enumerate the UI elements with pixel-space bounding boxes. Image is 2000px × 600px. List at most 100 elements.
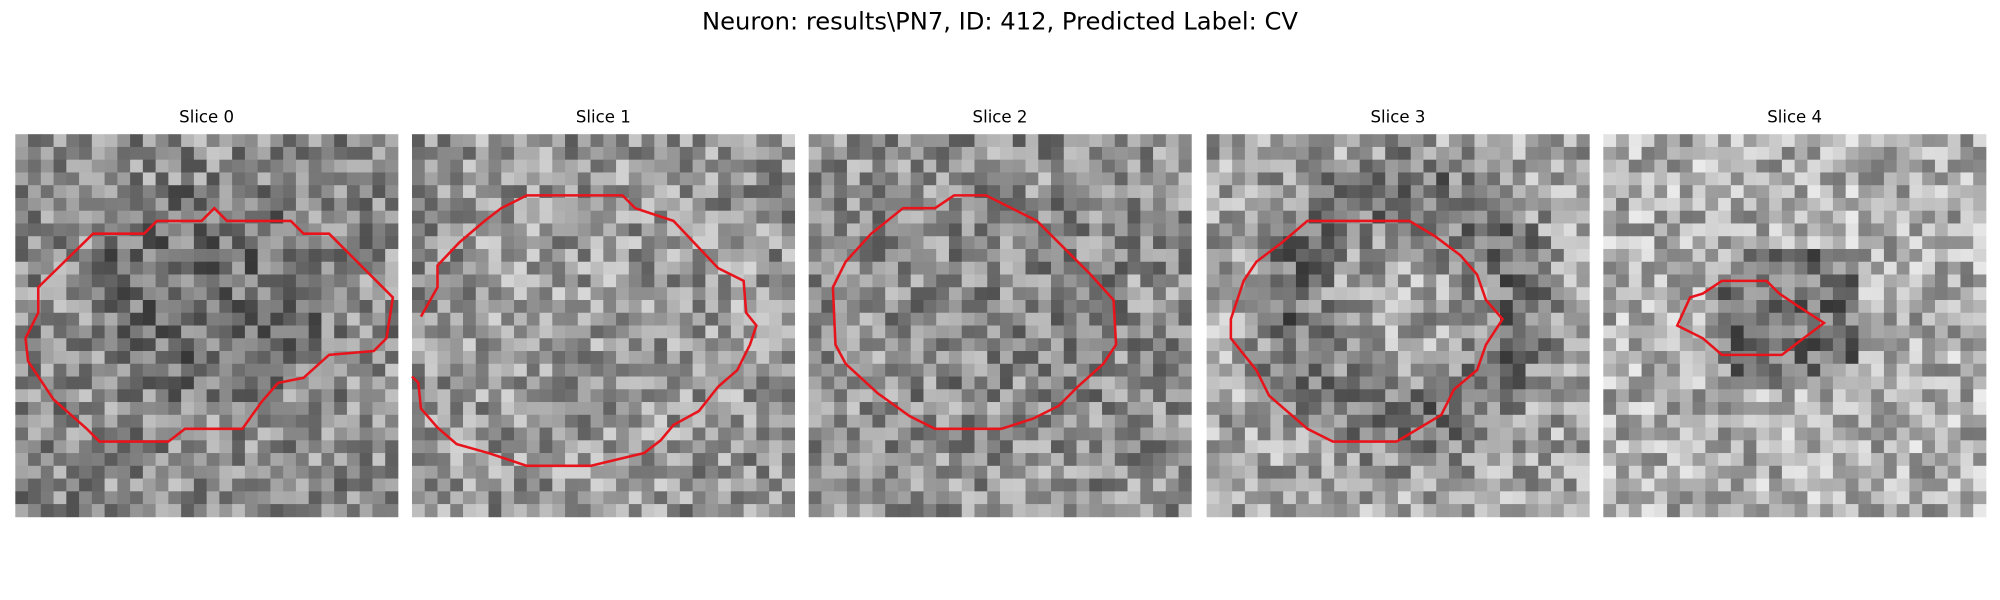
pixel: [730, 440, 745, 454]
pixel: [1308, 376, 1322, 390]
pixel: [411, 172, 426, 186]
pixel: [821, 440, 835, 454]
pixel: [1538, 504, 1552, 518]
pixel: [1871, 274, 1885, 288]
pixel: [1089, 223, 1103, 237]
pixel: [1756, 478, 1770, 492]
pixel: [1025, 338, 1039, 352]
pixel: [385, 453, 399, 467]
pixel: [168, 389, 182, 403]
pixel: [437, 478, 451, 492]
pixel: [1165, 363, 1179, 377]
pixel: [692, 197, 706, 212]
pixel: [1283, 478, 1297, 492]
pixel: [1283, 134, 1297, 148]
pixel: [501, 261, 515, 275]
pixel: [1051, 134, 1065, 148]
pixel: [91, 504, 105, 518]
pixel: [1038, 453, 1052, 467]
pixel: [1794, 159, 1808, 173]
pixel: [53, 197, 67, 212]
pixel: [526, 453, 540, 467]
pixel: [308, 248, 322, 263]
pixel: [1219, 223, 1233, 237]
pixel: [1038, 504, 1052, 518]
pixel: [117, 351, 131, 365]
pixel: [1089, 172, 1103, 186]
pixel: [1934, 172, 1949, 186]
pixel: [1448, 338, 1463, 352]
pixel: [846, 338, 861, 352]
pixel: [424, 453, 438, 467]
pixel: [40, 465, 54, 479]
pixel: [1947, 338, 1961, 352]
pixel: [1934, 134, 1949, 148]
pixel: [616, 402, 630, 416]
pixel: [28, 440, 42, 454]
pixel: [1576, 134, 1590, 148]
pixel: [821, 312, 835, 326]
pixel: [244, 223, 259, 237]
pixel: [1769, 159, 1783, 173]
pixel: [1385, 134, 1399, 148]
pixel: [769, 453, 783, 467]
pixel: [283, 325, 297, 339]
pixel: [463, 491, 477, 505]
pixel: [1448, 261, 1463, 275]
pixel: [1140, 402, 1154, 416]
pixel: [1794, 376, 1808, 390]
pixel: [1219, 325, 1233, 339]
pixel: [283, 261, 297, 275]
pixel: [53, 287, 67, 301]
pixel: [1346, 312, 1361, 326]
pixel: [1500, 478, 1514, 492]
pixel: [1820, 146, 1834, 161]
pixel: [463, 351, 477, 365]
pixel: [1000, 478, 1014, 492]
pixel: [539, 491, 553, 505]
pixel: [1576, 248, 1590, 263]
pixel: [1756, 312, 1770, 326]
pixel: [130, 389, 144, 403]
pixel: [1909, 453, 1923, 467]
pixel: [155, 376, 169, 390]
pixel: [667, 491, 681, 505]
pixel: [577, 312, 591, 326]
pixel: [987, 402, 1001, 416]
pixel: [1244, 427, 1259, 441]
pixel: [437, 465, 451, 479]
pixel: [1397, 312, 1412, 326]
pixel: [1896, 504, 1910, 518]
pixel: [1206, 491, 1220, 505]
pixel: [168, 414, 182, 428]
pixel: [1845, 440, 1859, 454]
pixel: [91, 440, 105, 454]
pixel: [1616, 478, 1630, 492]
pixel: [321, 172, 335, 186]
pixel: [910, 312, 924, 326]
pixel: [1410, 504, 1424, 518]
pixel: [1346, 363, 1361, 377]
pixel: [1076, 351, 1090, 365]
pixel: [359, 159, 373, 173]
pixel: [1219, 389, 1233, 403]
pixel: [257, 351, 271, 365]
pixel: [603, 363, 617, 377]
pixel: [1551, 236, 1565, 250]
pixel: [1858, 261, 1872, 275]
pixel: [948, 159, 963, 173]
pixel: [616, 389, 630, 403]
pixel: [244, 300, 259, 314]
pixel: [948, 402, 963, 416]
pixel: [1960, 172, 1974, 186]
pixel: [1140, 414, 1154, 428]
pixel: [781, 325, 796, 339]
pixel: [1397, 134, 1412, 148]
pixel: [1372, 300, 1386, 314]
pixel: [756, 440, 770, 454]
pixel: [936, 146, 950, 161]
pixel: [308, 491, 322, 505]
pixel: [1474, 427, 1488, 441]
pixel: [1346, 261, 1361, 275]
pixel: [1474, 478, 1488, 492]
